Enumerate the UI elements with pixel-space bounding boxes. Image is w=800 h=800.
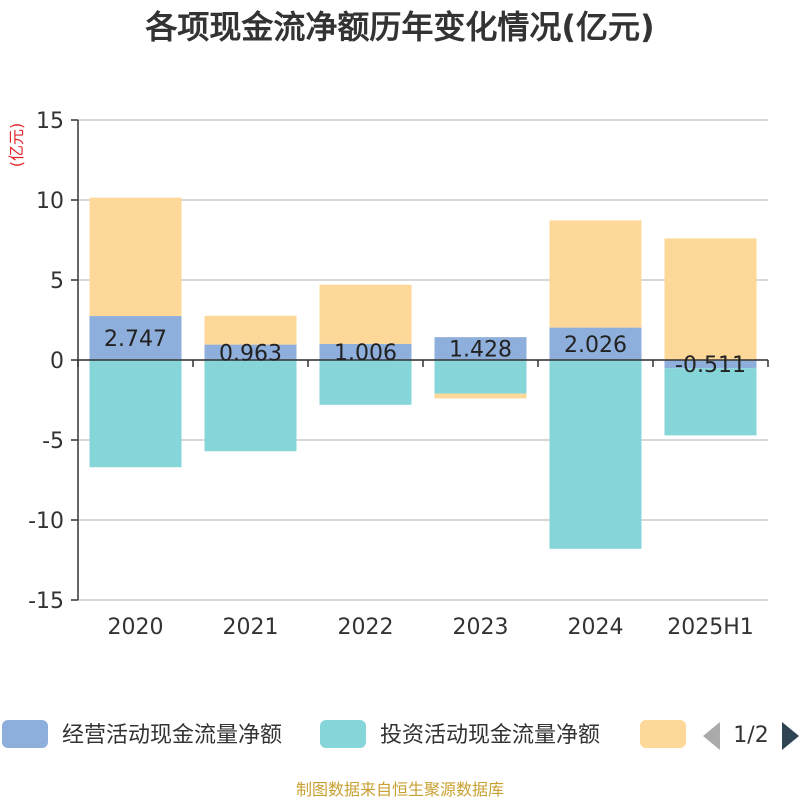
legend-swatch-financing[interactable] xyxy=(640,720,686,748)
y-tick-label: 0 xyxy=(50,349,64,374)
y-tick-label: 15 xyxy=(36,109,64,134)
y-tick-label: -15 xyxy=(28,589,64,614)
legend-page-indicator: 1/2 xyxy=(733,723,768,748)
data-label: 2.026 xyxy=(564,333,627,358)
x-tick-label: 2024 xyxy=(568,615,624,640)
data-label: 1.006 xyxy=(334,341,397,366)
legend-swatch-operating[interactable] xyxy=(2,720,48,748)
bar-financing[interactable] xyxy=(204,315,297,345)
bar-operating[interactable] xyxy=(319,343,412,360)
x-tick-label: 2021 xyxy=(223,615,279,640)
legend-swatch-investing[interactable] xyxy=(320,720,366,748)
bar-investing[interactable] xyxy=(664,368,757,436)
bar-financing[interactable] xyxy=(549,220,642,328)
legend: 经营活动现金流量净额 投资活动现金流量净额 xyxy=(2,720,686,748)
y-tick-label: -10 xyxy=(28,509,64,534)
data-label: -0.511 xyxy=(675,353,746,378)
legend-label[interactable]: 经营活动现金流量净额 xyxy=(62,723,282,748)
chart-title: 各项现金流净额历年变化情况(亿元) xyxy=(145,8,654,46)
bar-investing[interactable] xyxy=(319,360,412,405)
bar-operating[interactable] xyxy=(664,360,757,369)
bar-financing[interactable] xyxy=(664,238,757,360)
source-note: 制图数据来自恒生聚源数据库 xyxy=(296,780,504,799)
legend-prev-page-icon[interactable] xyxy=(703,722,720,750)
bar-investing[interactable] xyxy=(89,360,182,468)
y-tick-label: 10 xyxy=(36,189,64,214)
bar-operating[interactable] xyxy=(549,327,642,360)
x-tick-label: 2023 xyxy=(453,615,509,640)
bar-operating[interactable] xyxy=(434,337,527,360)
legend-label[interactable]: 投资活动现金流量净额 xyxy=(380,723,600,748)
bar-operating[interactable] xyxy=(89,316,182,360)
x-tick-label: 2022 xyxy=(338,615,394,640)
data-label: 0.963 xyxy=(219,341,282,366)
bars xyxy=(89,197,757,549)
legend-next-page-icon[interactable] xyxy=(782,722,799,750)
bar-investing[interactable] xyxy=(434,360,527,394)
bar-financing[interactable] xyxy=(89,197,182,317)
y-tick-label: -5 xyxy=(42,429,64,454)
data-label: 1.428 xyxy=(449,338,512,363)
x-tick-label: 2025H1 xyxy=(667,615,754,640)
y-axis-unit-label: (亿元) xyxy=(7,123,26,168)
axes: 15 10 5 0 -5 -10 -15 2020 2021 2022 2023 2024 2025H1 xyxy=(28,109,769,640)
bar-financing[interactable] xyxy=(434,393,527,399)
bar-investing[interactable] xyxy=(549,360,642,549)
bar-investing[interactable] xyxy=(204,360,297,452)
data-labels: 2.747 0.963 1.006 1.428 2.026 -0.511 xyxy=(104,327,746,378)
bar-financing[interactable] xyxy=(319,284,412,344)
bar-operating[interactable] xyxy=(204,344,297,360)
data-label: 2.747 xyxy=(104,327,167,352)
x-tick-label: 2020 xyxy=(108,615,164,640)
y-tick-label: 5 xyxy=(50,269,64,294)
